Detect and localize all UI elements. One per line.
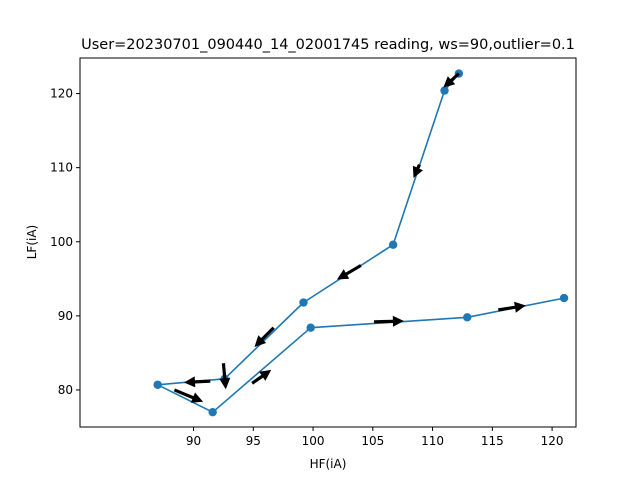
series-line-0	[156, 73, 565, 414]
data-point-2	[306, 323, 315, 332]
x-axis-label: HF(iA)	[310, 457, 347, 471]
data-point-4	[153, 380, 162, 389]
direction-arrow-3	[254, 326, 275, 347]
direction-arrow-5	[184, 376, 211, 388]
y-tick-label-1: 90	[58, 309, 73, 323]
x-tick-label-5: 115	[481, 434, 504, 448]
direction-arrow-2	[337, 264, 362, 280]
x-tick-label-3: 105	[361, 434, 384, 448]
data-point-6	[299, 298, 308, 307]
direction-arrow-4	[219, 363, 231, 390]
data-point-0	[559, 293, 569, 303]
y-axis-label: LF(iA)	[25, 225, 39, 260]
y-axis: 80 90 100 110 120	[50, 87, 80, 397]
plot-area	[153, 69, 569, 417]
direction-arrow-9	[498, 301, 526, 313]
data-point-3	[208, 407, 217, 417]
x-tick-label-0: 90	[186, 434, 201, 448]
chart-title: User=20230701_090440_14_02001745 reading…	[81, 37, 575, 53]
y-tick-label-0: 80	[58, 383, 73, 397]
direction-arrow-6	[173, 388, 204, 403]
data-point-7	[388, 240, 398, 249]
x-tick-label-6: 120	[541, 434, 564, 448]
y-tick-label-4: 120	[50, 87, 73, 101]
x-tick-label-1: 95	[246, 434, 261, 448]
plot-frame	[79, 57, 577, 428]
x-axis: 90 95 100 105 110 115 120	[186, 427, 564, 448]
x-tick-label-2: 100	[302, 434, 325, 448]
data-point-1	[463, 313, 472, 322]
direction-arrow-0	[443, 72, 460, 88]
x-tick-label-4: 110	[421, 434, 444, 448]
direction-arrow-7	[251, 369, 272, 385]
y-tick-label-3: 110	[50, 161, 73, 175]
data-point-8	[440, 86, 449, 95]
y-tick-label-2: 100	[50, 235, 73, 249]
direction-arrow-8	[374, 315, 404, 327]
direction-arrow-1	[412, 164, 423, 178]
